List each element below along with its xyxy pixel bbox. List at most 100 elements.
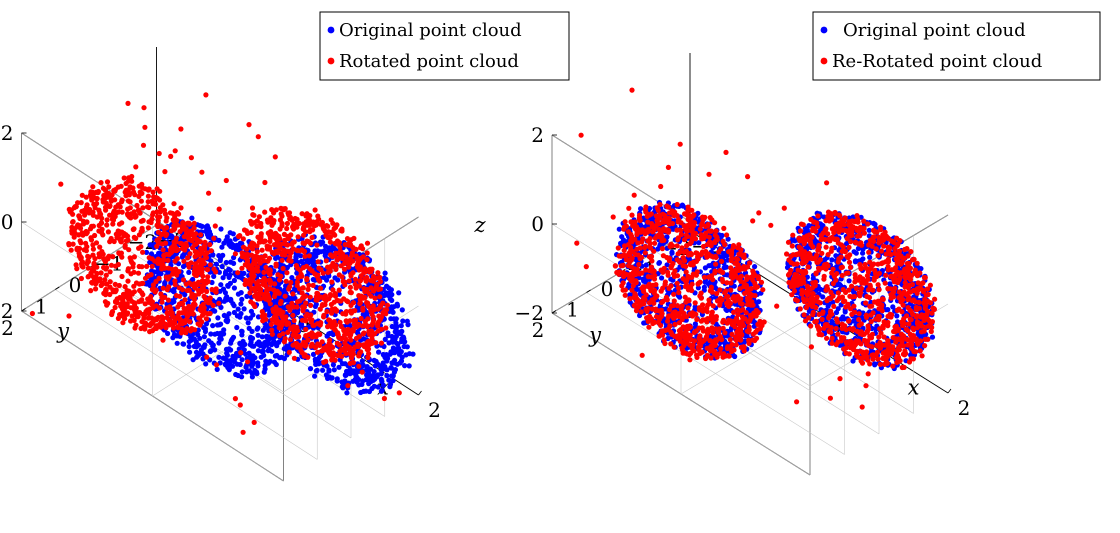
rotated-point [346, 278, 352, 284]
original-point [207, 348, 213, 355]
rotated-point [317, 342, 323, 348]
outlier-point [162, 169, 168, 175]
original-point [236, 247, 242, 253]
rotated-point [284, 225, 290, 232]
rotated-point [278, 241, 284, 247]
rotated-point [331, 299, 337, 305]
rotated-point [97, 244, 103, 250]
rotated-point [187, 318, 193, 325]
rotated-point [356, 293, 362, 299]
original-point [638, 206, 644, 212]
original-point [239, 369, 245, 375]
rotated-point [85, 258, 91, 264]
original-point [364, 364, 370, 370]
original-point [259, 334, 265, 340]
rotated-point [342, 340, 348, 346]
original-point [273, 361, 279, 368]
rotated-point [285, 236, 292, 242]
rotated-point [319, 348, 325, 354]
rotated-point [382, 307, 388, 313]
rotated-point [161, 252, 167, 258]
original-point [332, 275, 338, 281]
legend-box [319, 11, 570, 81]
rotated-point [171, 223, 177, 229]
rotated-point [106, 203, 113, 210]
rotated-point [346, 344, 353, 350]
original-point [732, 353, 738, 360]
rotated-point [254, 280, 260, 286]
rotated-point [360, 295, 367, 301]
rotated-point [68, 247, 74, 253]
rotated-point [360, 307, 366, 313]
original-point [399, 328, 405, 334]
rotated-point [249, 275, 256, 281]
outlier-point [133, 164, 139, 170]
original-point [203, 321, 210, 327]
z-tick-label: 0 [531, 212, 544, 236]
original-point [388, 365, 395, 371]
original-point [243, 364, 249, 370]
original-point [320, 367, 326, 373]
rotated-point [273, 261, 279, 267]
outlier-point [168, 153, 174, 159]
rotated-point [312, 207, 318, 213]
rotated-point [263, 283, 269, 289]
original-point [371, 383, 377, 389]
rotated-point [247, 290, 253, 296]
rotated-point [351, 235, 357, 241]
rotated-point [318, 320, 324, 326]
original-point [255, 332, 261, 338]
rotated-point [289, 217, 295, 223]
rotated-point [90, 252, 96, 258]
rotated-point [259, 247, 265, 253]
rotated-point [128, 215, 134, 221]
rotated-point [104, 222, 110, 228]
outlier-point [245, 359, 251, 365]
rotated-point [268, 215, 274, 221]
outlier-point [141, 105, 147, 111]
y-tick-label: 2 [1, 316, 14, 340]
y-tick-label: 2 [532, 318, 545, 342]
rotated-point [249, 264, 255, 271]
original-point [366, 381, 372, 387]
rotated-point [341, 279, 347, 285]
rotated-point [99, 226, 105, 232]
rotated-point [119, 254, 125, 260]
rotated-point [353, 317, 359, 323]
rotated-point [303, 318, 309, 324]
rotated-point [131, 283, 137, 289]
original-point [225, 282, 231, 289]
rotated-point [298, 347, 304, 353]
rotated-point [92, 232, 98, 239]
rotated-point [285, 329, 291, 335]
original-point [220, 275, 226, 281]
rotated-point [368, 269, 374, 275]
rotated-point [261, 275, 267, 281]
rotated-point [102, 187, 109, 193]
rotated-point [330, 220, 336, 226]
original-point [669, 249, 675, 255]
rotated-point [107, 291, 113, 298]
original-point [228, 347, 234, 353]
rotated-point [92, 205, 98, 211]
rotated-point [254, 223, 260, 229]
rotated-point [339, 255, 345, 261]
rotated-point [186, 264, 192, 270]
rotated-point [127, 205, 133, 211]
original-point [221, 312, 227, 319]
rotated-point [366, 304, 372, 310]
rotated-point [189, 238, 195, 244]
original-point [396, 351, 402, 357]
rotated-point [307, 266, 313, 272]
rotated-point [265, 219, 271, 225]
original-point [390, 350, 396, 356]
rotated-point [329, 310, 335, 316]
rotated-point [78, 275, 84, 282]
original-point [222, 271, 229, 277]
rotated-point [273, 304, 279, 310]
rotated-point [153, 287, 159, 293]
rotated-point [321, 312, 327, 318]
rotated-point [280, 265, 286, 272]
rotated-point [377, 274, 383, 280]
rotated-point [256, 214, 262, 220]
